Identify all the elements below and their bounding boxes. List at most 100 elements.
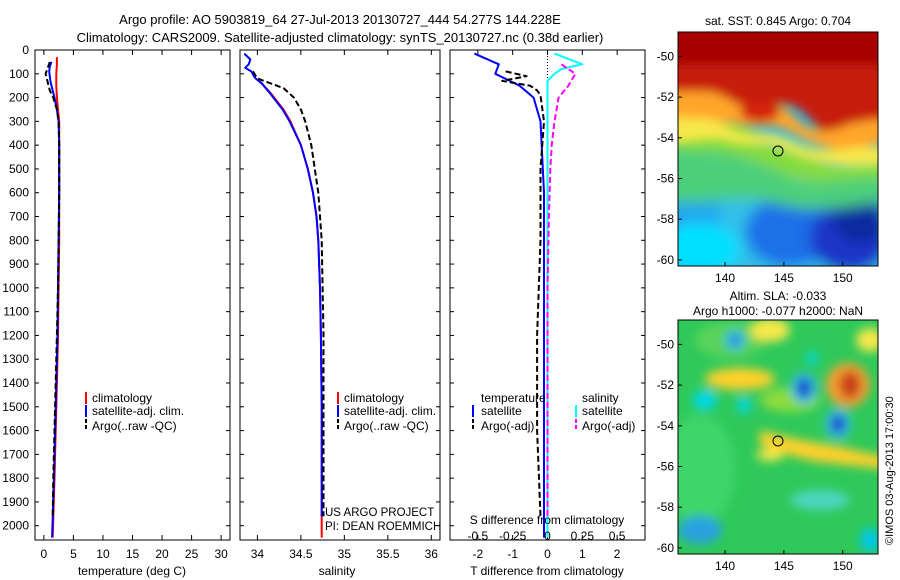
temperature-xlabel: temperature (deg C): [78, 564, 186, 578]
s-tick-label: 0.5: [609, 529, 626, 543]
x-tick-label: 0: [544, 547, 551, 561]
s-tick-label: 0: [544, 529, 551, 543]
depth-tick-label: 800: [9, 233, 29, 247]
sla-map-title1: Altim. SLA: -0.033: [730, 289, 827, 303]
x-tick-label: 36: [425, 547, 439, 561]
series-t-argo: [501, 70, 545, 517]
s-difference-xlabel: S difference from climatology: [470, 513, 625, 527]
temperature-lines: [44, 57, 61, 538]
s-difference-ticks: -0.5 -0.25 0 0.25 0.5: [468, 529, 626, 543]
x-tick-label: -2: [473, 547, 484, 561]
map-y-tick-label: -54: [657, 419, 675, 433]
salinity-xlabel: salinity: [319, 564, 356, 578]
series-s-satellite: [546, 52, 584, 538]
legend-label-argo: Argo(..raw -QC): [344, 419, 429, 433]
depth-tick-label: 500: [9, 162, 29, 176]
map-y-tick-label: -58: [657, 500, 675, 514]
figure-title-line1: Argo profile: AO 5903819_64 27-Jul-2013 …: [119, 12, 561, 27]
map-y-tick-label: -52: [657, 378, 675, 392]
difference-lines: [473, 52, 584, 538]
salinity-legend: climatology satellite-adj. clim. Argo(..…: [337, 391, 436, 433]
difference-panel: -2 -1 0 1 2 S difference from climatology -0…: [449, 49, 646, 578]
depth-tick-label: 1400: [2, 376, 29, 390]
pi-annotation: PI: DEAN ROEMMICH: [325, 521, 441, 533]
series-t-satellite: [473, 52, 545, 538]
legend-label-satellite: satellite-adj. clim.: [92, 404, 184, 418]
depth-tick-label: 1700: [2, 447, 29, 461]
x-tick-label: 35: [338, 547, 352, 561]
map-y-tick-label: -56: [657, 460, 675, 474]
depth-tick-label: 2000: [2, 519, 29, 533]
salinity-lines: [243, 52, 325, 538]
map-x-tick-label: 150: [833, 559, 853, 573]
depth-tick-label: 700: [9, 210, 29, 224]
x-tick-label: -1: [507, 547, 518, 561]
sla-argo-marker: [772, 435, 784, 447]
map-y-tick-label: -50: [657, 337, 675, 351]
depth-tick-label: 1000: [2, 281, 29, 295]
s-tick-label: 0.25: [571, 529, 595, 543]
depth-tick-label: 600: [9, 186, 29, 200]
depth-tick-label: 200: [9, 91, 29, 105]
x-tick-label: 10: [96, 547, 110, 561]
legend-heading-salinity: salinity: [582, 391, 619, 405]
series-s-argo: [546, 63, 577, 517]
map-y-tick-label: -60: [657, 541, 675, 555]
salinity-axes-box: [239, 49, 441, 541]
depth-tick-label: 100: [9, 67, 29, 81]
salinity-x-ticks: 34 34.5 35 35.5 36: [251, 50, 439, 561]
temperature-x-ticks: 0 5 10 15 20 25 30: [41, 50, 228, 561]
salinity-panel: 34 34.5 35 35.5 36 salinity climatology sate…: [239, 49, 441, 578]
series-argo: [44, 61, 61, 517]
imos-timestamp: ©IMOS 03-Aug-2013 17:00:30: [884, 396, 896, 545]
map-y-tick-label: -54: [657, 131, 675, 145]
map-x-tick-label: 145: [774, 271, 794, 285]
map-x-tick-label: 150: [833, 271, 853, 285]
x-tick-label: 34: [251, 547, 265, 561]
series-satellite-adj: [243, 52, 323, 517]
depth-tick-label: 900: [9, 257, 29, 271]
depth-tick-label: 400: [9, 138, 29, 152]
x-tick-label: 34.5: [289, 547, 313, 561]
legend-label-climatology: climatology: [344, 391, 404, 405]
s-tick-label: -0.25: [499, 529, 527, 543]
difference-legend: temperature salinity satellite Argo(-adj…: [472, 391, 635, 433]
sst-map-title: sat. SST: 0.845 Argo: 0.704: [705, 14, 851, 28]
map-y-tick-label: -56: [657, 172, 675, 186]
depth-tick-label: 300: [9, 114, 29, 128]
depth-tick-label: 1800: [2, 471, 29, 485]
temperature-legend: climatology satellite-adj. clim. Argo(..…: [85, 391, 184, 433]
legend-label-s-argo: Argo(-adj): [582, 419, 635, 433]
map-y-tick-label: -58: [657, 212, 675, 226]
sst-argo-marker: [772, 145, 784, 157]
depth-tick-label: 1300: [2, 352, 29, 366]
x-tick-label: 0: [41, 547, 48, 561]
map-x-tick-label: 145: [774, 559, 794, 573]
map-y-tick-label: -52: [657, 90, 675, 104]
x-tick-label: 30: [214, 547, 228, 561]
sla-heatmap: [678, 320, 878, 554]
sla-map-title2: Argo h1000: -0.077 h2000: NaN: [693, 304, 863, 318]
temperature-panel: 0 5 10 15 20 25 30 010020030040050060070080090…: [2, 43, 645, 578]
depth-tick-label: 1200: [2, 328, 29, 342]
sla-axes-box: [677, 319, 879, 555]
sst-map-panel: sat. SST: 0.845 Argo: 0.704: [657, 14, 879, 285]
legend-label-t-satellite: satellite: [481, 404, 522, 418]
x-tick-label: 20: [155, 547, 169, 561]
project-annotation: US ARGO PROJECT: [325, 507, 434, 519]
depth-tick-label: 0: [22, 43, 29, 57]
legend-label-satellite: satellite-adj. clim.: [344, 404, 436, 418]
difference-x-ticks: -2 -1 0 1 2: [473, 50, 621, 561]
x-tick-label: 1: [579, 547, 586, 561]
sla-map-panel: Altim. SLA: -0.033 Argo h1000: -0.077 h2…: [657, 289, 896, 573]
map-x-tick-label: 140: [715, 271, 735, 285]
map-y-tick-label: -50: [657, 49, 675, 63]
map-y-tick-label: -60: [657, 253, 675, 267]
depth-tick-label: 1500: [2, 400, 29, 414]
legend-heading-temperature: temperature: [481, 391, 546, 405]
figure-title-line2: Climatology: CARS2009. Satellite-adjuste…: [77, 30, 604, 45]
legend-label-climatology: climatology: [92, 391, 152, 405]
sst-ticks: 140 145 150 -50 -52 -54 -56 -58 -60: [657, 49, 853, 285]
legend-label-t-argo: Argo(-adj): [481, 419, 534, 433]
series-argo: [252, 70, 325, 517]
